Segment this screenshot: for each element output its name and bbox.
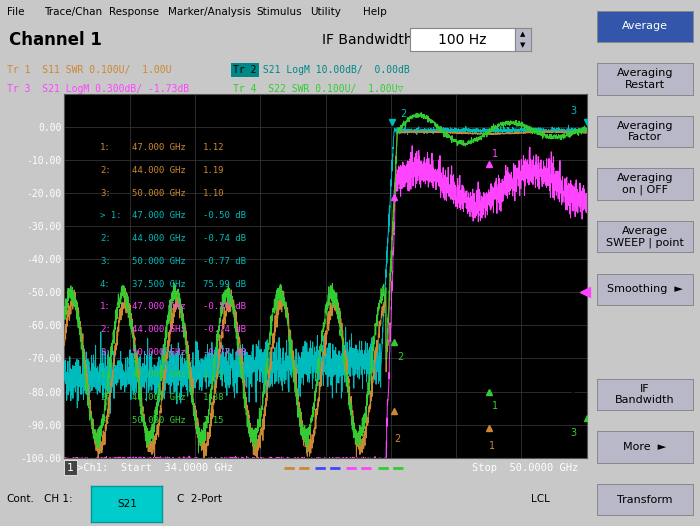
Text: Cont.: Cont.	[6, 494, 34, 504]
Text: 1:: 1:	[100, 302, 111, 311]
Text: Averaging
on | OFF: Averaging on | OFF	[617, 173, 673, 195]
Text: -0.77 dB: -0.77 dB	[203, 257, 246, 266]
Text: -0.50 dB: -0.50 dB	[203, 211, 246, 220]
Text: 100 Hz: 100 Hz	[438, 33, 487, 47]
Text: 75.99 dB: 75.99 dB	[203, 279, 246, 289]
Text: 44.000 GHz: 44.000 GHz	[132, 234, 186, 243]
Text: 44.000 GHz: 44.000 GHz	[132, 393, 186, 402]
Text: Tr 4  S22 SWR 0.100U/  1.00U▽: Tr 4 S22 SWR 0.100U/ 1.00U▽	[233, 84, 403, 94]
Text: 4:: 4:	[100, 279, 111, 289]
Text: ▼: ▼	[520, 43, 526, 48]
Text: 1: 1	[492, 401, 498, 411]
Text: 50.000 GHz: 50.000 GHz	[132, 257, 186, 266]
Text: Response: Response	[109, 6, 159, 17]
Text: Average
SWEEP | point: Average SWEEP | point	[606, 226, 684, 248]
Text: 50.000 GHz: 50.000 GHz	[132, 416, 186, 425]
Text: 2: 2	[400, 109, 407, 119]
Text: Averaging
Factor: Averaging Factor	[617, 120, 673, 143]
Text: 2:: 2:	[100, 234, 111, 243]
Text: CH 1:: CH 1:	[44, 494, 73, 504]
Text: 3:: 3:	[100, 416, 111, 425]
Text: 44.000 GHz: 44.000 GHz	[132, 166, 186, 175]
Text: Tr 3  S21 LogM 0.300dB/ -1.73dB: Tr 3 S21 LogM 0.300dB/ -1.73dB	[7, 84, 189, 94]
Text: S21 LogM 10.00dB/  0.00dB: S21 LogM 10.00dB/ 0.00dB	[257, 65, 409, 75]
Text: 1.15: 1.15	[203, 416, 224, 425]
Text: 1: 1	[67, 462, 74, 473]
Text: Average: Average	[622, 21, 668, 32]
Text: 1.25: 1.25	[203, 370, 224, 379]
Text: LCL: LCL	[531, 494, 550, 504]
Text: ▲: ▲	[520, 31, 526, 37]
Text: 50.000 GHz: 50.000 GHz	[132, 189, 186, 198]
Text: >Ch1:  Start  34.0000 GHz: >Ch1: Start 34.0000 GHz	[78, 462, 234, 473]
Text: -0.77 dB: -0.77 dB	[203, 348, 246, 357]
Text: 2:: 2:	[100, 166, 111, 175]
Text: 1:: 1:	[100, 370, 111, 379]
Text: 3:: 3:	[100, 189, 111, 198]
Text: > 1:: > 1:	[100, 211, 121, 220]
Text: 1.10: 1.10	[203, 189, 224, 198]
Text: Stop  50.0000 GHz: Stop 50.0000 GHz	[472, 462, 578, 473]
Text: More  ►: More ►	[624, 442, 666, 452]
Text: 1.38: 1.38	[203, 393, 224, 402]
Text: 47.000 GHz: 47.000 GHz	[132, 211, 186, 220]
Text: Tr 1  S11 SWR 0.100U/  1.00U: Tr 1 S11 SWR 0.100U/ 1.00U	[7, 65, 172, 75]
Text: 47.000 GHz: 47.000 GHz	[132, 370, 186, 379]
Text: 2:: 2:	[100, 393, 111, 402]
Text: Utility: Utility	[310, 6, 341, 17]
Text: 1.12: 1.12	[203, 143, 224, 152]
Text: *: *	[569, 388, 575, 401]
Text: 44.000 GHz: 44.000 GHz	[132, 325, 186, 334]
Text: Transform: Transform	[617, 494, 673, 505]
Text: 2: 2	[398, 352, 404, 362]
Text: Smoothing  ►: Smoothing ►	[607, 284, 683, 295]
Text: Help: Help	[363, 6, 386, 17]
Text: 47.000 GHz: 47.000 GHz	[132, 302, 186, 311]
Text: C  2-Port: C 2-Port	[177, 494, 222, 504]
Text: 2: 2	[394, 180, 400, 190]
Text: 2:: 2:	[100, 325, 111, 334]
Text: Trace/Chan: Trace/Chan	[44, 6, 102, 17]
Text: IF
Bandwidth: IF Bandwidth	[615, 383, 675, 406]
Text: Marker/Analysis: Marker/Analysis	[168, 6, 251, 17]
Text: 3:: 3:	[100, 257, 111, 266]
Text: -0.50 dB: -0.50 dB	[203, 302, 246, 311]
Text: 1.19: 1.19	[203, 166, 224, 175]
Text: 47.000 GHz: 47.000 GHz	[132, 143, 186, 152]
Text: 3: 3	[570, 428, 576, 438]
Text: 2: 2	[394, 434, 400, 444]
Text: 1:: 1:	[100, 143, 111, 152]
Text: 37.500 GHz: 37.500 GHz	[132, 279, 186, 289]
Text: Channel 1: Channel 1	[9, 31, 101, 49]
Text: File: File	[7, 6, 24, 17]
Text: Stimulus: Stimulus	[257, 6, 302, 17]
Text: Averaging
Restart: Averaging Restart	[617, 68, 673, 90]
Text: -0.74 dB: -0.74 dB	[203, 234, 246, 243]
Text: 3: 3	[570, 106, 576, 116]
Text: IF Bandwidth: IF Bandwidth	[321, 33, 412, 47]
Text: 1: 1	[492, 148, 498, 158]
Text: S21: S21	[117, 499, 136, 509]
Text: Tr 2: Tr 2	[233, 65, 257, 75]
Text: 50.000 GHz: 50.000 GHz	[132, 348, 186, 357]
Text: -0.74 dB: -0.74 dB	[203, 325, 246, 334]
Text: 3:: 3:	[100, 348, 111, 357]
Text: 1: 1	[489, 441, 495, 451]
